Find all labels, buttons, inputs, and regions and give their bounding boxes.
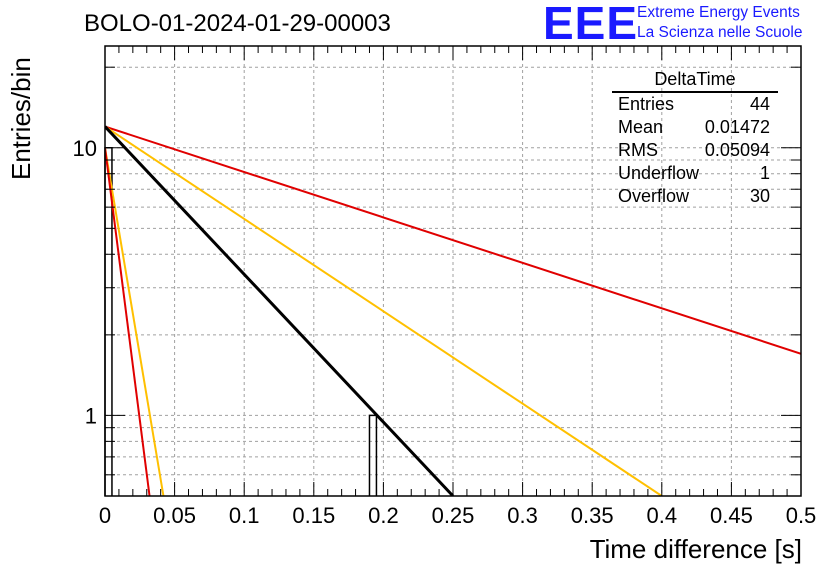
- fit-line: [105, 147, 165, 496]
- x-tick-label: 0.5: [786, 503, 817, 528]
- x-tick-label: 0: [99, 503, 111, 528]
- stats-value: 1: [759, 163, 770, 183]
- x-tick-label: 0.2: [368, 503, 399, 528]
- stats-label: Overflow: [618, 186, 690, 206]
- fit-line: [105, 147, 151, 496]
- histogram-bin: [368, 414, 378, 496]
- y-tick-label: 10: [73, 136, 97, 161]
- stats-value: 0.05094: [704, 140, 770, 160]
- x-tick-label: 0.4: [647, 503, 678, 528]
- y-tick-label: 1: [85, 403, 97, 428]
- x-axis-title: Time difference [s]: [589, 534, 802, 564]
- fit-line: [105, 125, 455, 496]
- stats-row: Underflow 1: [612, 162, 778, 185]
- stats-row: Entries 44: [612, 93, 778, 116]
- stats-value: 44: [749, 94, 770, 114]
- stats-box: DeltaTime Entries 44 Mean 0.01472 RMS 0.050…: [612, 68, 778, 208]
- stats-row: RMS 0.05094: [612, 139, 778, 162]
- logo-caption: Extreme Energy Events La Scienza nelle S…: [637, 3, 802, 43]
- stats-row: Mean 0.01472: [612, 116, 778, 139]
- fit-line: [105, 125, 801, 355]
- stats-row: Overflow 30: [612, 185, 778, 208]
- logo-line-1: Extreme Energy Events: [637, 4, 800, 21]
- x-tick-label: 0.45: [710, 503, 753, 528]
- stats-label: Underflow: [618, 163, 700, 183]
- x-tick-label: 0.25: [432, 503, 475, 528]
- eee-logo: EEE: [543, 0, 639, 49]
- fit-line: [105, 125, 663, 496]
- stats-label: Entries: [618, 94, 675, 114]
- x-tick-label: 0.15: [292, 503, 335, 528]
- x-tick-label: 0.05: [153, 503, 196, 528]
- stats-label: Mean: [618, 117, 664, 137]
- stats-label: RMS: [618, 140, 658, 160]
- stats-name: DeltaTime: [612, 68, 778, 93]
- stats-value: 30: [749, 186, 770, 206]
- logo-line-2: La Scienza nelle Scuole: [637, 24, 803, 41]
- x-tick-label: 0.35: [571, 503, 614, 528]
- x-tick-label: 0.3: [507, 503, 538, 528]
- y-axis-title: Entries/bin: [6, 57, 36, 180]
- stats-value: 0.01472: [704, 117, 770, 137]
- chart-title: BOLO-01-2024-01-29-00003: [84, 10, 391, 37]
- x-tick-label: 0.1: [229, 503, 260, 528]
